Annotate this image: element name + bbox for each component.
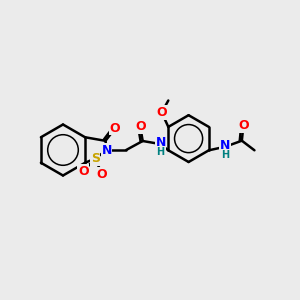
Text: N: N: [155, 136, 166, 149]
Text: S: S: [91, 152, 100, 165]
Text: O: O: [135, 120, 146, 133]
Text: N: N: [101, 143, 112, 157]
Text: O: O: [156, 106, 167, 119]
Text: H: H: [221, 150, 229, 160]
Text: O: O: [78, 165, 88, 178]
Text: O: O: [97, 168, 107, 181]
Text: N: N: [220, 139, 230, 152]
Text: O: O: [110, 122, 120, 135]
Text: O: O: [238, 119, 249, 132]
Text: H: H: [157, 147, 165, 158]
